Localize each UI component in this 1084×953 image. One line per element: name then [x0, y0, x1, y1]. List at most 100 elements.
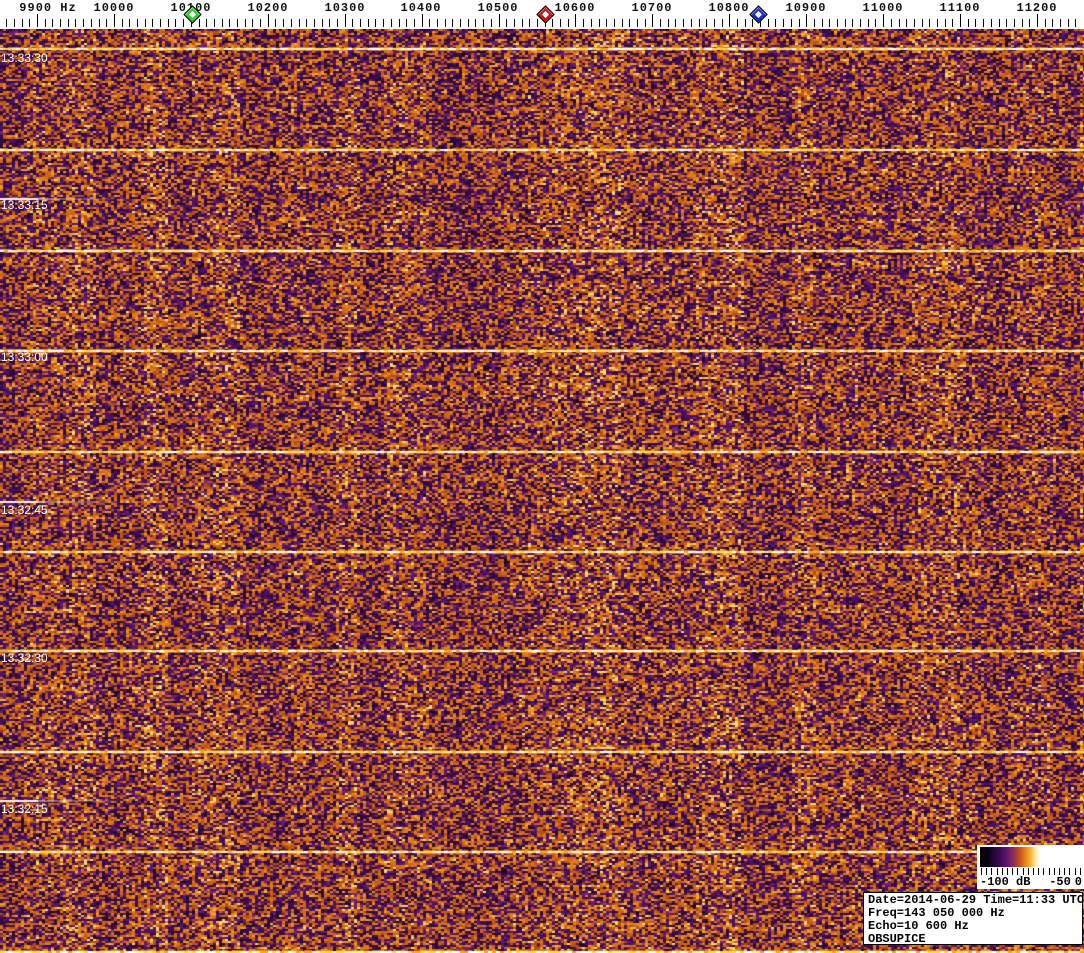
- ruler-tick: [799, 19, 800, 27]
- ruler-tick: [960, 14, 961, 27]
- ruler-tick: [75, 19, 76, 27]
- scale-max-label: 0: [1074, 875, 1082, 889]
- ruler-tick: [306, 19, 307, 27]
- color-scale-tick: [1012, 868, 1013, 875]
- db-color-scale: -100 dB -50 0: [977, 845, 1084, 889]
- ruler-tick: [968, 19, 969, 27]
- time-label: 13:32:15: [1, 802, 48, 816]
- color-scale-tick: [986, 868, 987, 875]
- color-scale-tick: [1017, 868, 1018, 875]
- ruler-tick: [199, 19, 200, 27]
- ruler-tick: [591, 19, 592, 27]
- ruler-tick: [352, 19, 353, 27]
- ruler-tick: [175, 19, 176, 27]
- ruler-tick: [622, 19, 623, 27]
- ruler-tick: [129, 19, 130, 27]
- ruler-tick: [775, 19, 776, 27]
- marker-center-dot: [541, 10, 550, 19]
- marker-center-dot: [754, 10, 763, 19]
- color-scale-labels: -100 dB -50 0: [977, 875, 1084, 889]
- ruler-tick: [868, 19, 869, 27]
- marker-center-dot: [188, 10, 197, 19]
- ruler-tick: [575, 14, 576, 27]
- frequency-label: 10700: [631, 1, 673, 15]
- color-scale-tick: [997, 868, 998, 875]
- ruler-tick: [1029, 19, 1030, 27]
- color-scale-tick: [1075, 868, 1076, 875]
- ruler-tick: [1060, 19, 1061, 27]
- ruler-tick: [329, 19, 330, 27]
- ruler-tick: [645, 19, 646, 27]
- ruler-tick: [437, 19, 438, 27]
- ruler-tick: [268, 14, 269, 27]
- ruler-tick: [937, 19, 938, 27]
- ruler-tick: [260, 19, 261, 27]
- ruler-tick: [391, 19, 392, 27]
- ruler-tick: [222, 19, 223, 27]
- ruler-tick: [745, 19, 746, 27]
- ruler-tick: [729, 14, 730, 27]
- ruler-tick: [860, 19, 861, 27]
- ruler-tick: [252, 19, 253, 27]
- ruler-tick: [529, 19, 530, 27]
- color-scale-tick: [1064, 868, 1065, 875]
- ruler-tick: [952, 19, 953, 27]
- ruler-tick: [452, 19, 453, 27]
- ruler-tick: [491, 19, 492, 27]
- ruler-tick: [37, 14, 38, 27]
- color-scale-tick: [991, 868, 992, 875]
- ruler-tick: [445, 19, 446, 27]
- ruler-tick: [14, 19, 15, 27]
- ruler-tick: [737, 19, 738, 27]
- ruler-tick: [891, 19, 892, 27]
- ruler-tick: [637, 19, 638, 27]
- ruler-tick: [322, 19, 323, 27]
- color-scale-tick: [1069, 868, 1070, 875]
- ruler-tick: [237, 19, 238, 27]
- ruler-tick: [83, 19, 84, 27]
- ruler-tick: [106, 19, 107, 27]
- ruler-tick: [399, 19, 400, 27]
- ruler-tick: [522, 19, 523, 27]
- ruler-tick: [383, 19, 384, 27]
- ruler-tick: [283, 19, 284, 27]
- color-scale-tick: [1049, 868, 1050, 875]
- frequency-label: 11100: [939, 1, 981, 15]
- ruler-tick: [514, 19, 515, 27]
- ruler-tick: [99, 19, 100, 27]
- ruler-tick: [1075, 19, 1076, 27]
- ruler-tick: [206, 19, 207, 27]
- ruler-tick: [375, 19, 376, 27]
- ruler-tick: [691, 19, 692, 27]
- ruler-tick: [345, 14, 346, 27]
- ruler-tick: [360, 19, 361, 27]
- ruler-tick: [145, 19, 146, 27]
- ruler-tick: [606, 19, 607, 27]
- frequency-label: 10900: [785, 1, 827, 15]
- spectrogram-waterfall[interactable]: [0, 29, 1084, 953]
- frequency-label: 10400: [400, 1, 442, 15]
- ruler-tick: [906, 19, 907, 27]
- ruler-tick: [929, 19, 930, 27]
- ruler-tick: [60, 19, 61, 27]
- ruler-tick: [822, 19, 823, 27]
- ruler-tick: [791, 19, 792, 27]
- ruler-tick: [837, 19, 838, 27]
- color-scale-tick: [1002, 868, 1003, 875]
- time-label: 13:32:45: [1, 503, 48, 517]
- ruler-tick: [922, 19, 923, 27]
- ruler-tick: [68, 19, 69, 27]
- ruler-tick: [429, 19, 430, 27]
- color-scale-tick: [1080, 868, 1081, 875]
- ruler-tick: [1022, 19, 1023, 27]
- frequency-label: 9900 Hz: [19, 1, 77, 15]
- ruler-tick: [975, 19, 976, 27]
- color-scale-tick: [1007, 868, 1008, 875]
- ruler-tick: [683, 19, 684, 27]
- color-scale-tick: [1028, 868, 1029, 875]
- scale-min-label: -100 dB: [980, 875, 1031, 889]
- ruler-tick: [29, 19, 30, 27]
- frequency-label: 10000: [93, 1, 135, 15]
- ruler-tick: [914, 19, 915, 27]
- ruler-tick: [660, 19, 661, 27]
